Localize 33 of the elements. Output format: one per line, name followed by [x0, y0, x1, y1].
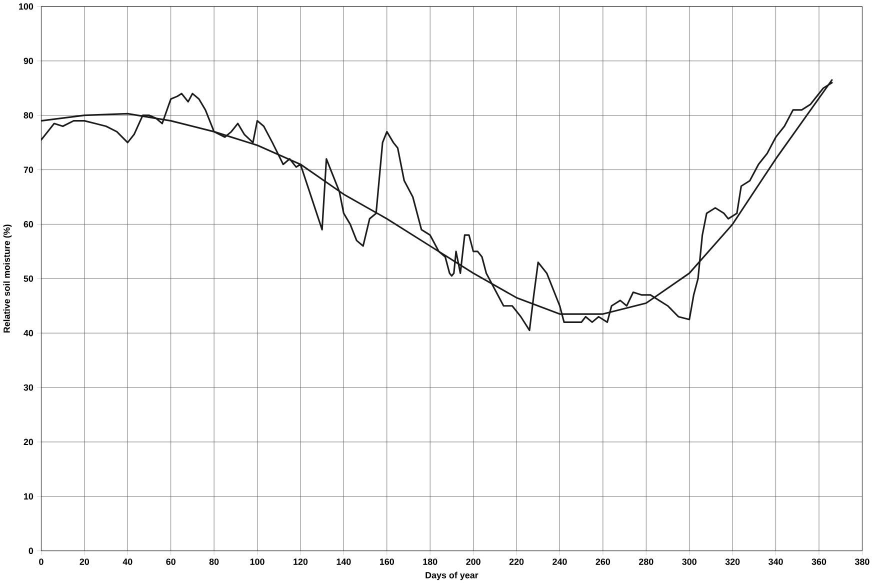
x-tick-label: 240: [552, 558, 567, 565]
x-tick-label: 280: [639, 558, 654, 565]
x-tick-label: 260: [596, 558, 610, 565]
x-tick-label: 20: [80, 558, 90, 565]
x-tick-label: 340: [768, 558, 783, 565]
x-tick-label: 140: [336, 558, 351, 565]
x-tick-label: 380: [854, 558, 870, 565]
y-tick-label: 70: [24, 166, 34, 173]
x-tick-label: 220: [509, 558, 524, 565]
y-tick-label: 90: [24, 58, 34, 64]
x-tick-label: 120: [294, 558, 308, 565]
x-tick-label: 80: [209, 558, 219, 565]
x-tick-label: 200: [466, 558, 480, 565]
x-tick-label: 100: [250, 558, 264, 565]
x-tick-label: 40: [122, 558, 132, 565]
y-tick-label: 10: [24, 492, 34, 500]
x-axis-title: Days of year: [426, 572, 478, 580]
x-tick-label: 160: [380, 558, 394, 565]
y-tick-label: 20: [24, 438, 34, 445]
x-tick-label: 0: [39, 558, 44, 565]
x-tick-label: 300: [682, 558, 696, 565]
y-tick-label: 30: [24, 384, 34, 390]
y-tick-label: 0: [28, 547, 34, 554]
y-axis-title: Relative soil moisture (%): [3, 224, 12, 332]
x-tick-label: 320: [725, 558, 740, 565]
y-tick-label: 100: [19, 3, 34, 10]
x-tick-label: 360: [812, 558, 826, 565]
x-tick-label: 180: [423, 558, 438, 565]
y-tick-label: 50: [24, 275, 34, 282]
x-tick-label: 60: [166, 558, 176, 565]
y-tick-label: 80: [24, 112, 34, 118]
y-tick-label: 40: [24, 330, 34, 336]
y-tick-label: 60: [24, 220, 34, 228]
